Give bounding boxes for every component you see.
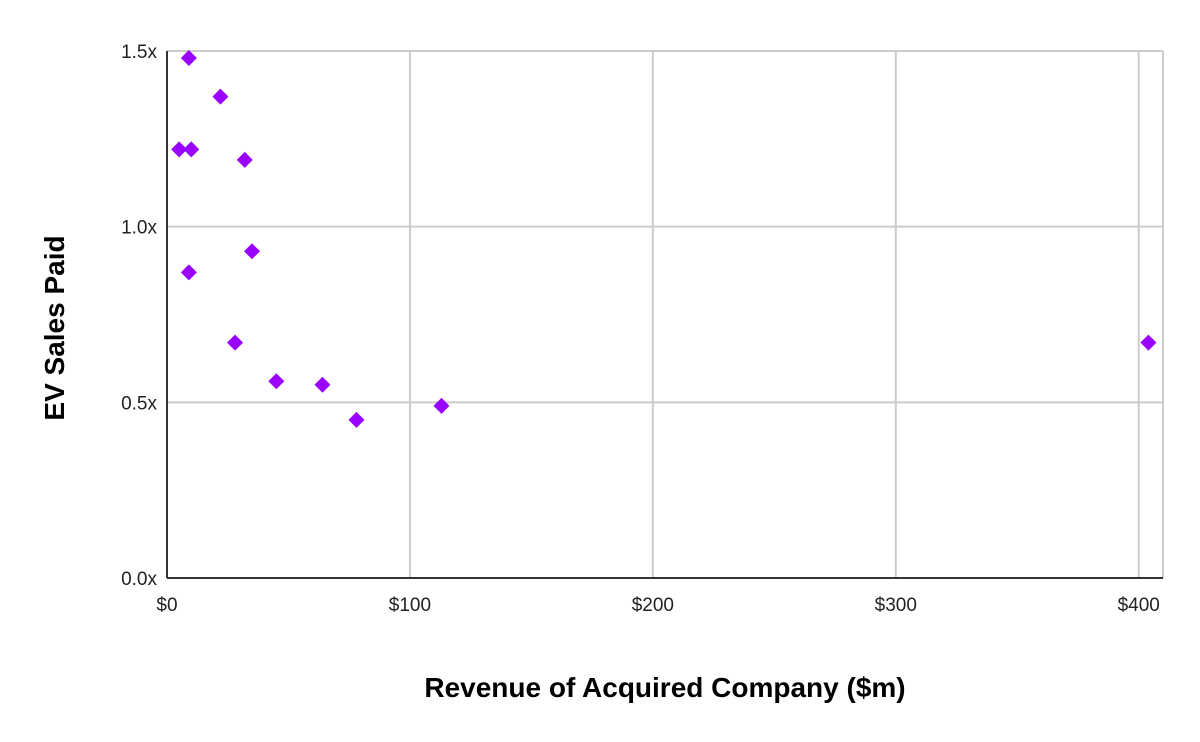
x-axis-title: Revenue of Acquired Company ($m) (424, 672, 905, 703)
data-point (314, 376, 331, 393)
x-tick-label: $400 (1118, 595, 1160, 616)
grid-layer (167, 50, 1164, 578)
x-tick-label: $100 (389, 595, 431, 616)
data-point (183, 141, 200, 158)
data-point (244, 243, 261, 260)
y-tick-label: 0.5x (121, 393, 157, 414)
data-point (227, 334, 244, 351)
data-point (180, 264, 197, 281)
y-tick-label: 0.0x (121, 569, 157, 590)
data-point (268, 373, 285, 390)
data-point (433, 397, 450, 414)
data-point (236, 151, 253, 168)
x-tick-label: $200 (632, 595, 674, 616)
data-point (212, 88, 229, 105)
x-tick-label: $300 (875, 595, 917, 616)
data-point (348, 411, 365, 428)
y-tick-label: 1.5x (121, 42, 157, 63)
data-point-layer (171, 50, 1157, 428)
tick-label-layer: 0.0x 0.5x 1.0x 1.5x $0 $100 $200 $300 $400 (121, 42, 1160, 616)
y-axis-title: EV Sales Paid (39, 235, 70, 420)
axis-layer (166, 51, 1163, 579)
data-point (171, 141, 188, 158)
data-point (180, 50, 197, 67)
x-tick-label: $0 (156, 595, 177, 616)
data-point (1140, 334, 1157, 351)
y-tick-label: 1.0x (121, 218, 157, 239)
